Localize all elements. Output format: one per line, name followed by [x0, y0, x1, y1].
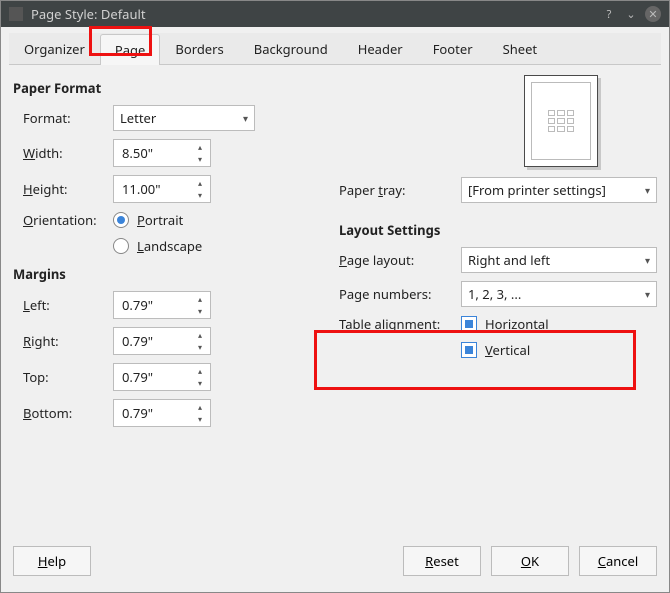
margin-right-label: Right:: [13, 332, 113, 350]
dialog-window: Page Style: Default ? ⌄ ✕ Organizer Page…: [0, 0, 670, 593]
portrait-radio[interactable]: [113, 212, 129, 228]
vertical-label: Vertical: [485, 341, 530, 359]
margin-left-spinner[interactable]: 0.79" ▴▾: [113, 291, 211, 319]
portrait-label: Portrait: [137, 211, 183, 229]
tab-header[interactable]: Header: [343, 33, 418, 64]
horizontal-label: Horizontal: [485, 315, 549, 333]
titlebar: Page Style: Default ? ⌄ ✕: [1, 1, 669, 27]
close-icon[interactable]: ✕: [645, 6, 661, 22]
tab-sheet[interactable]: Sheet: [488, 33, 553, 64]
margin-top-label: Top:: [13, 368, 113, 386]
paper-tray-label: Paper tray:: [339, 181, 461, 199]
help-titlebar-icon[interactable]: ?: [601, 6, 617, 22]
margin-top-spinner[interactable]: 0.79" ▴▾: [113, 363, 211, 391]
reset-button[interactable]: Reset: [403, 546, 481, 576]
tab-bar: Organizer Page Borders Background Header…: [9, 33, 661, 65]
spin-up-icon[interactable]: ▴: [192, 329, 208, 341]
margin-bottom-spinner[interactable]: 0.79" ▴▾: [113, 399, 211, 427]
width-label: Width:: [13, 144, 113, 162]
ok-button[interactable]: OK: [491, 546, 569, 576]
spin-up-icon[interactable]: ▴: [192, 141, 208, 153]
button-bar: Help Reset OK Cancel: [9, 538, 661, 584]
right-column: Paper tray: [From printer settings] ▾ La…: [339, 75, 657, 435]
page-numbers-combo[interactable]: 1, 2, 3, ... ▾: [461, 281, 657, 307]
chevron-down-icon: ▾: [645, 183, 650, 197]
spin-down-icon[interactable]: ▾: [192, 189, 208, 201]
spin-down-icon[interactable]: ▾: [192, 413, 208, 425]
minimize-icon[interactable]: ⌄: [623, 6, 639, 22]
page-body: Paper Format Format: Letter ▾ Width: 8.5…: [9, 65, 661, 538]
width-spinner[interactable]: 8.50" ▴▾: [113, 139, 211, 167]
spin-up-icon[interactable]: ▴: [192, 293, 208, 305]
vertical-checkbox[interactable]: [461, 342, 477, 358]
margin-right-spinner[interactable]: 0.79" ▴▾: [113, 327, 211, 355]
chevron-down-icon: ▾: [645, 253, 650, 267]
window-title: Page Style: Default: [31, 5, 146, 23]
format-combo[interactable]: Letter ▾: [113, 105, 255, 131]
landscape-radio[interactable]: [113, 238, 129, 254]
spin-down-icon[interactable]: ▾: [192, 341, 208, 353]
paper-format-heading: Paper Format: [13, 79, 309, 97]
cancel-button[interactable]: Cancel: [579, 546, 657, 576]
spin-down-icon[interactable]: ▾: [192, 153, 208, 165]
height-label: Height:: [13, 180, 113, 198]
spin-up-icon[interactable]: ▴: [192, 401, 208, 413]
height-value: 11.00": [122, 180, 161, 198]
margin-left-label: Left:: [13, 296, 113, 314]
spin-up-icon[interactable]: ▴: [192, 177, 208, 189]
format-value: Letter: [120, 109, 156, 127]
client-area: Organizer Page Borders Background Header…: [1, 27, 669, 592]
layout-settings-heading: Layout Settings: [339, 221, 657, 239]
preview-table-icon: [546, 108, 576, 134]
spin-down-icon[interactable]: ▾: [192, 305, 208, 317]
page-layout-label: Page layout:: [339, 251, 461, 269]
page-layout-combo[interactable]: Right and left ▾: [461, 247, 657, 273]
tab-background[interactable]: Background: [239, 33, 343, 64]
tab-borders[interactable]: Borders: [160, 33, 238, 64]
tab-page[interactable]: Page: [100, 34, 161, 65]
chevron-down-icon: ▾: [243, 111, 248, 125]
page-preview: [524, 75, 598, 167]
tab-organizer[interactable]: Organizer: [9, 33, 100, 64]
height-spinner[interactable]: 11.00" ▴▾: [113, 175, 211, 203]
width-value: 8.50": [122, 144, 153, 162]
chevron-down-icon: ▾: [645, 287, 650, 301]
table-alignment-label: Table alignment:: [339, 315, 461, 333]
margin-bottom-label: Bottom:: [13, 404, 113, 422]
tab-footer[interactable]: Footer: [418, 33, 488, 64]
spin-down-icon[interactable]: ▾: [192, 377, 208, 389]
spin-up-icon[interactable]: ▴: [192, 365, 208, 377]
app-icon: [9, 7, 23, 21]
horizontal-checkbox[interactable]: [461, 316, 477, 332]
format-label: Format:: [13, 109, 113, 127]
paper-tray-combo[interactable]: [From printer settings] ▾: [461, 177, 657, 203]
left-column: Paper Format Format: Letter ▾ Width: 8.5…: [13, 75, 309, 435]
page-numbers-label: Page numbers:: [339, 285, 461, 303]
help-button[interactable]: Help: [13, 546, 91, 576]
landscape-label: Landscape: [137, 237, 202, 255]
orientation-label: Orientation:: [13, 211, 113, 229]
margins-heading: Margins: [13, 265, 309, 283]
